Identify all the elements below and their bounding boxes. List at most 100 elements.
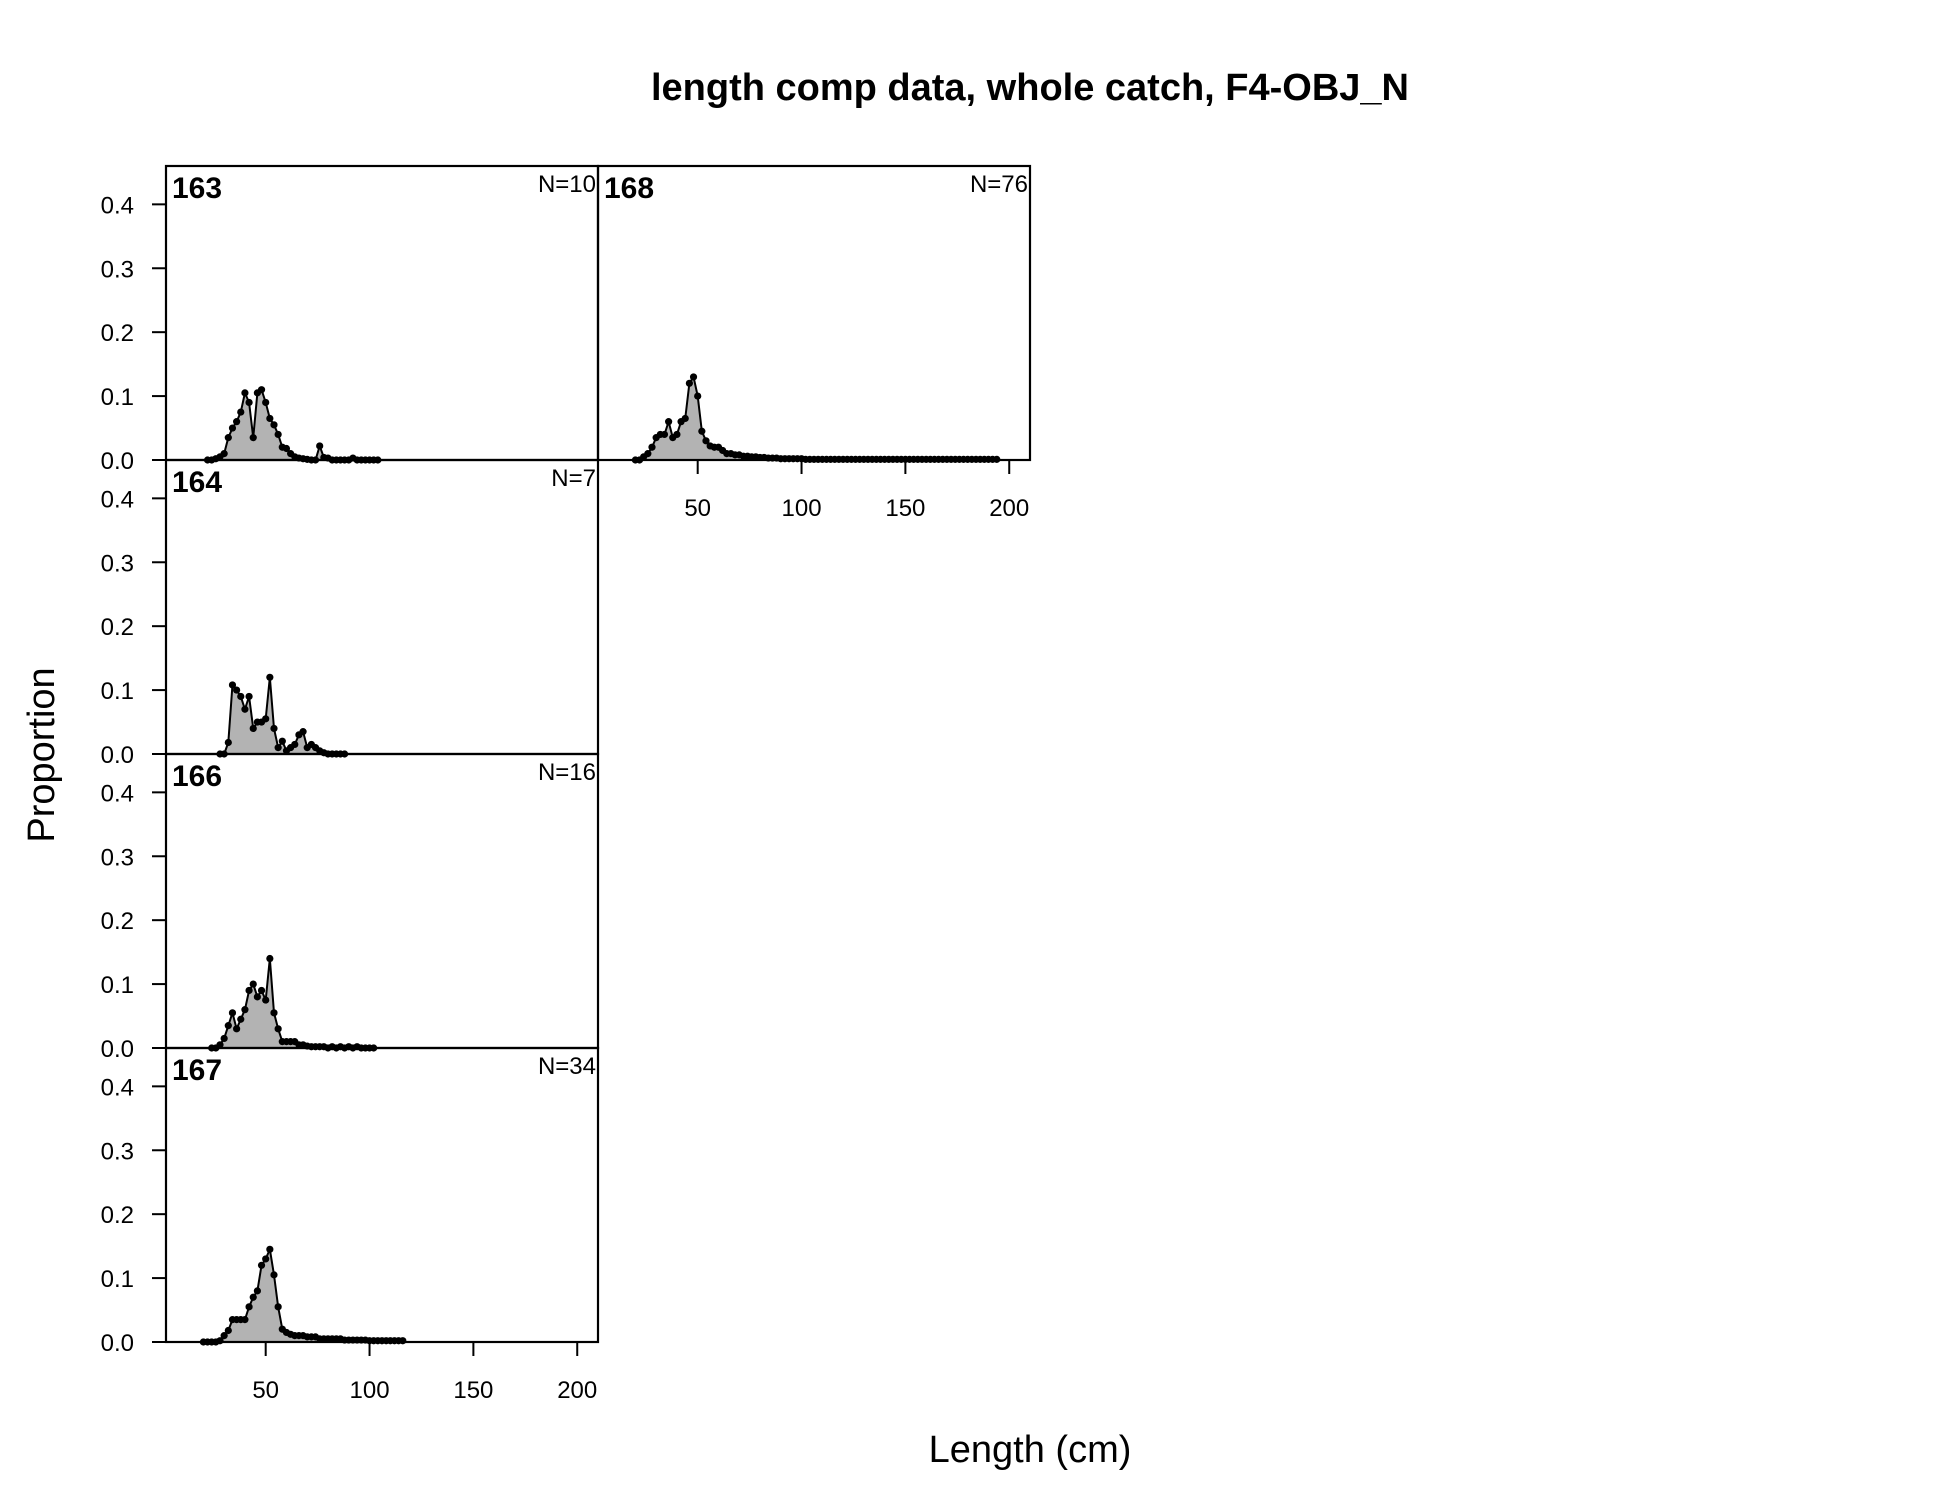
- panel-167-y-tick-label: 0.4: [101, 1074, 134, 1101]
- panel-163-y-tick-label: 0.1: [101, 384, 134, 411]
- panel-163-label: 163: [172, 172, 222, 205]
- panel-166-point: [228, 1009, 237, 1017]
- panel-167-x-tick-label: 150: [453, 1377, 493, 1404]
- panel-164-y-tick-label: 0.3: [101, 550, 134, 577]
- panel-163-point: [282, 444, 291, 453]
- panel-167-point: [262, 1255, 270, 1263]
- panel-167-point: [241, 1316, 249, 1324]
- panel-168-point: [665, 418, 673, 426]
- panel-168-frame: [596, 164, 1032, 462]
- panel-167-y-tick-label: 0.1: [101, 1266, 134, 1293]
- panel-164: 164 N=7 0.0 0.1 0.2 0.3 0.4: [101, 458, 600, 769]
- panel-167-x-tick-label: 100: [350, 1377, 390, 1404]
- panel-164-point: [262, 715, 270, 723]
- panel-167-point: [253, 1287, 261, 1295]
- panel-164-point: [274, 744, 282, 752]
- panel-168-point: [644, 450, 652, 458]
- panel-164-y-tick-label: 0.2: [101, 614, 134, 641]
- panel-168-point: [689, 373, 698, 381]
- panel-167-frame: [164, 1046, 600, 1344]
- panel-166-point: [262, 996, 270, 1004]
- panel-167-area: [203, 1249, 403, 1342]
- panel-164-point: [249, 724, 257, 733]
- panel-168-n-label: N=76: [970, 171, 1028, 198]
- panel-164-point: [299, 728, 307, 736]
- panel-166-point: [233, 1025, 241, 1033]
- panel-167-point: [220, 1332, 228, 1340]
- panel-163-y-tick-label: 0.4: [101, 192, 134, 219]
- panel-168-point: [698, 427, 706, 435]
- panel-168-point: [685, 379, 693, 387]
- panel-163-frame: [164, 164, 600, 462]
- panel-166-point: [220, 1034, 228, 1043]
- x-axis-label: Length (cm): [929, 1429, 1132, 1471]
- panel-168-label: 168: [604, 172, 654, 205]
- panel-167-point: [257, 1261, 266, 1269]
- panel-167-label: 167: [172, 1054, 222, 1087]
- panel-164-point: [237, 692, 245, 701]
- panel-168-point: [648, 443, 656, 451]
- panel-166: 166 N=16 0.0 0.1 0.2 0.3 0.4: [101, 752, 600, 1063]
- panel-163-y-tick-label: 0.3: [101, 256, 134, 283]
- panel-164-y-tick-label: 0.1: [101, 678, 134, 705]
- panel-163-point: [233, 418, 241, 426]
- panel-168-x-tick-label: 150: [885, 495, 925, 522]
- panel-167-n-label: N=34: [538, 1053, 596, 1080]
- panel-168-point: [673, 430, 681, 439]
- panel-163-y-tick-label: 0.0: [101, 448, 134, 475]
- panel-163-point: [270, 421, 278, 429]
- panel-166-y-tick-label: 0.0: [101, 1036, 134, 1063]
- panel-168-area: [635, 376, 997, 460]
- panel-168-x-tick-label: 100: [782, 495, 822, 522]
- panel-166-y-tick-label: 0.2: [101, 908, 134, 935]
- panel-164-point: [233, 686, 241, 694]
- panel-166-label: 166: [172, 760, 222, 793]
- panel-164-point: [291, 740, 299, 749]
- panel-167-y-tick-label: 0.2: [101, 1202, 134, 1229]
- panel-168-x-tick-label: 50: [684, 495, 711, 522]
- panel-164-y-tick-label: 0.0: [101, 742, 134, 769]
- panel-163-point: [220, 450, 228, 458]
- panel-166-point: [274, 1025, 282, 1033]
- panel-163-point: [262, 398, 270, 407]
- panel-166-point: [237, 1015, 245, 1023]
- panel-167: 167 N=34 0.0 0.1 0.2 0.3 0.4 50 100 150 200: [101, 1046, 600, 1404]
- panel-168: 168 N=76 50 100 150 200: [596, 164, 1032, 522]
- panel-163: 163 N=10 0.0 0.1 0.2 0.3 0.4: [101, 164, 600, 475]
- chart-title: length comp data, whole catch, F4-OBJ_N: [651, 67, 1409, 109]
- panel-163-point: [249, 434, 257, 442]
- panel-163-n-label: N=10: [538, 171, 596, 198]
- panel-167-point: [274, 1303, 282, 1311]
- panel-166-point: [245, 986, 253, 995]
- panel-163-y-tick-label: 0.2: [101, 320, 134, 347]
- panel-167-point: [224, 1326, 232, 1335]
- panel-166-point: [216, 1041, 224, 1049]
- panel-167-x-tick-label: 200: [557, 1377, 597, 1404]
- panel-163-point: [257, 386, 266, 394]
- panel-166-point: [270, 1009, 278, 1017]
- panel-164-y-tick-label: 0.4: [101, 486, 134, 513]
- panel-167-point: [266, 1245, 274, 1253]
- panel-167-y-tick-label: 0.0: [101, 1330, 134, 1357]
- panel-168-point: [694, 392, 702, 400]
- panel-163-point: [237, 408, 245, 416]
- panel-167-point: [399, 1337, 407, 1345]
- panel-168-point: [660, 430, 669, 439]
- panel-164-point: [228, 681, 237, 689]
- panel-164-label: 164: [172, 466, 222, 499]
- panel-166-y-tick-label: 0.4: [101, 780, 134, 807]
- panel-166-y-tick-label: 0.3: [101, 844, 134, 871]
- panel-164-point: [241, 705, 249, 713]
- panel-166-point: [266, 954, 274, 963]
- panel-166-point: [224, 1022, 232, 1030]
- panel-164-n-label: N=7: [551, 465, 596, 492]
- panel-168-x-tick-label: 200: [989, 495, 1029, 522]
- panel-166-point: [253, 993, 261, 1001]
- panel-163-point: [274, 430, 282, 439]
- panel-163-point: [316, 442, 324, 450]
- panel-163-point: [266, 414, 274, 423]
- panel-166-point: [257, 986, 266, 995]
- panel-166-area: [211, 958, 374, 1048]
- panel-163-point: [245, 398, 253, 407]
